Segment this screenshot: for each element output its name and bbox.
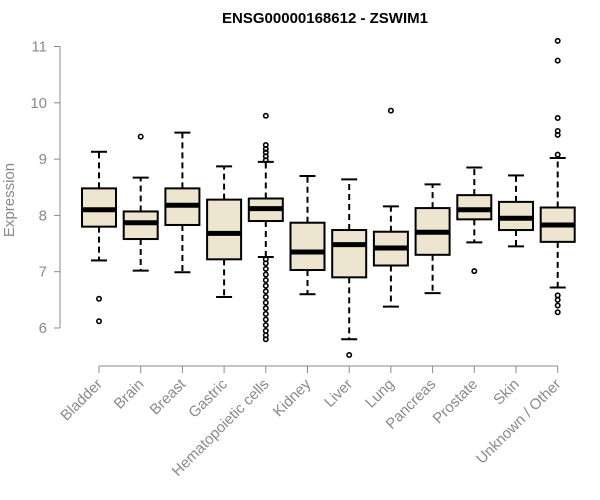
y-tick-label: 10 (30, 95, 47, 112)
x-tick-label: Breast (147, 375, 190, 418)
outlier-point (96, 318, 103, 325)
outlier-point (554, 151, 561, 158)
outlier-point (554, 302, 561, 309)
box-kidney (289, 174, 326, 296)
boxes-group (81, 37, 576, 359)
x-tick-label: Liver (321, 376, 356, 411)
y-tick-label: 7 (39, 264, 47, 281)
outlier-point (262, 336, 269, 343)
x-tick-label: Brain (111, 376, 148, 413)
chart-title: ENSG00000168612 - ZSWIM1 (222, 10, 428, 27)
box-breast (164, 131, 201, 274)
outlier-point (262, 288, 269, 295)
outlier-point (387, 107, 394, 114)
outlier-point (262, 157, 269, 164)
outlier-point (554, 309, 561, 316)
outlier-point (96, 295, 103, 302)
x-tick-label: Skin (490, 376, 523, 409)
box-prostate (456, 166, 493, 275)
outlier-point (262, 316, 269, 323)
outlier-point (554, 296, 561, 303)
iqr-box (122, 210, 159, 241)
iqr-box (289, 221, 326, 272)
box-liver (331, 178, 368, 359)
outlier-point (262, 271, 269, 278)
iqr-box (331, 229, 368, 279)
outlier-point (262, 277, 269, 284)
outlier-point (262, 294, 269, 301)
iqr-box (206, 198, 243, 261)
box-pancreas (414, 183, 451, 295)
iqr-box (456, 194, 493, 221)
box-bladder (81, 150, 117, 325)
box-hematopoietic-cells (247, 112, 284, 343)
outlier-point (262, 145, 269, 152)
box-gastric (206, 165, 243, 299)
outlier-point (262, 305, 269, 312)
outlier-point (262, 299, 269, 306)
y-tick-label: 8 (39, 207, 47, 224)
x-tick-label: Prostate (430, 376, 482, 428)
outlier-point (262, 310, 269, 317)
x-tick-label: Lung (362, 376, 398, 412)
outlier-point (262, 260, 269, 267)
y-tick-label: 9 (39, 151, 47, 168)
x-tick-label: Kidney (270, 375, 315, 420)
box-skin (498, 174, 534, 248)
outlier-point (554, 37, 561, 44)
y-tick-label: 6 (39, 320, 47, 337)
outlier-point (137, 133, 144, 140)
outlier-point (554, 131, 561, 138)
y-tick-label: 11 (31, 39, 47, 56)
y-axis-label: Expression (1, 163, 18, 237)
y-axis: 6 7 8 9 10 11 (30, 39, 61, 337)
outlier-point (346, 352, 353, 359)
x-tick-label: Bladder (57, 376, 106, 425)
outlier-point (262, 322, 269, 329)
outlier-point (554, 57, 561, 64)
outlier-point (262, 265, 269, 272)
outlier-point (554, 115, 561, 122)
outlier-point (471, 268, 478, 275)
box-brain (122, 133, 159, 272)
box-unknown-other (539, 37, 576, 316)
outlier-point (262, 282, 269, 289)
box-lung (372, 107, 409, 308)
outlier-point (262, 112, 269, 119)
